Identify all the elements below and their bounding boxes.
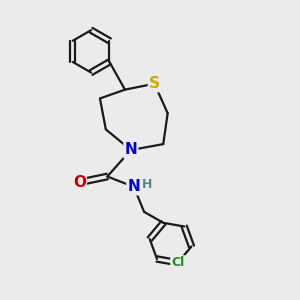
Text: N: N [124,142,137,158]
Text: O: O [73,175,86,190]
Text: H: H [142,178,152,191]
Text: S: S [149,76,160,91]
Text: Cl: Cl [171,256,184,269]
Text: N: N [128,179,140,194]
